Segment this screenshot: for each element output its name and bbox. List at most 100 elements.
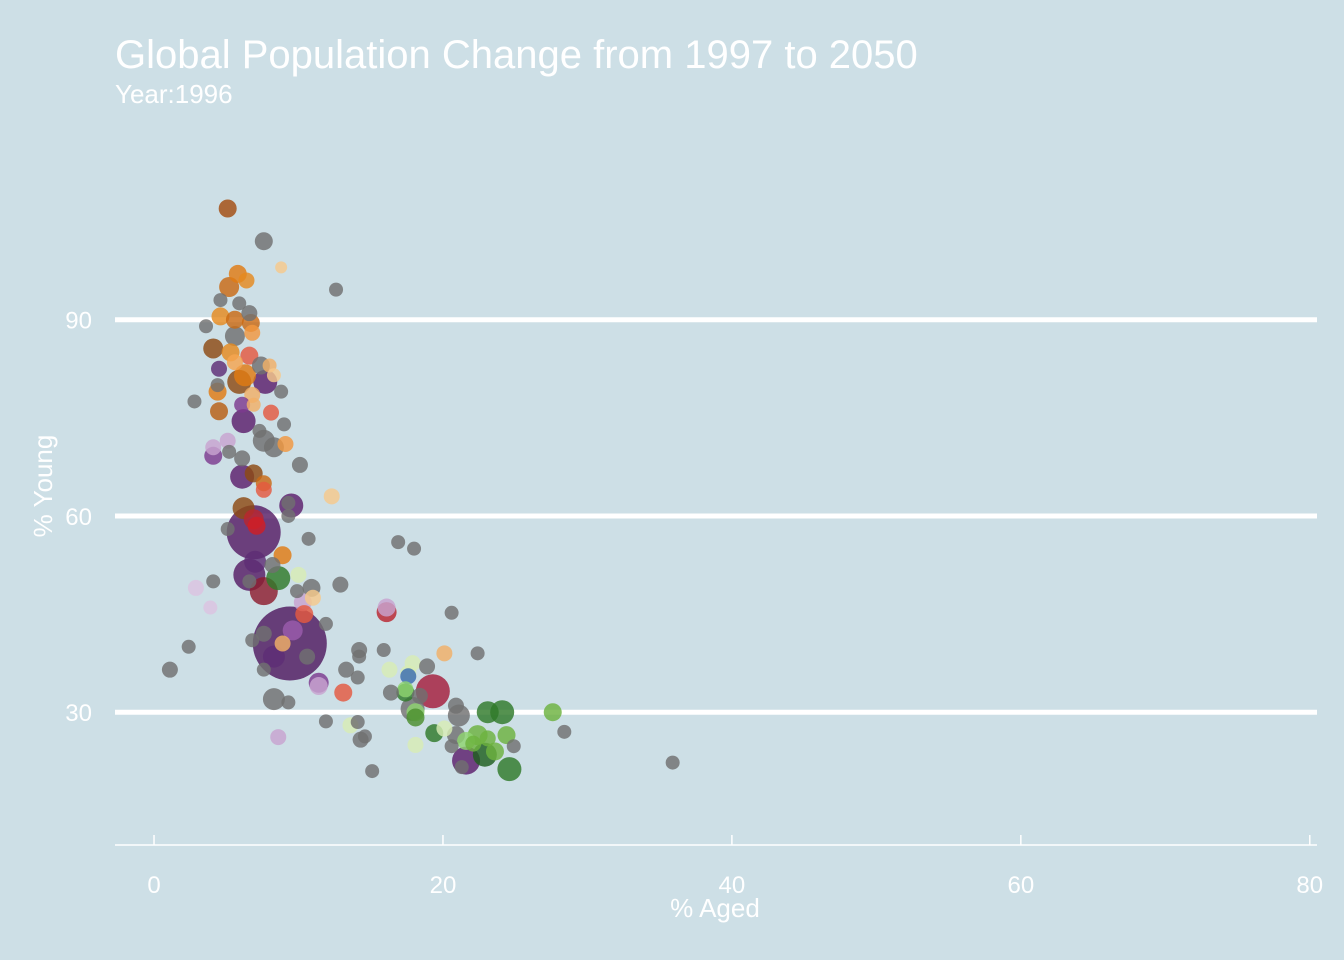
data-point-46	[234, 450, 251, 467]
data-point-95	[262, 645, 285, 668]
data-point-139	[465, 735, 482, 752]
data-point-94	[470, 646, 485, 661]
data-point-106	[350, 670, 365, 685]
data-point-9	[241, 305, 258, 322]
data-point-83	[295, 605, 314, 624]
data-point-14	[244, 324, 261, 341]
data-point-11	[225, 310, 244, 329]
data-point-66	[264, 557, 281, 574]
data-point-128	[436, 720, 453, 737]
x-tick-label-60: 60	[1007, 872, 1034, 899]
data-point-99	[419, 658, 436, 675]
data-point-109	[397, 681, 414, 698]
data-point-29	[274, 384, 289, 399]
data-point-141	[444, 739, 459, 754]
axis-layer: 30 60 90 0 20 40 60 80	[65, 308, 1323, 899]
data-point-136	[479, 730, 496, 747]
data-point-146	[665, 755, 680, 770]
data-point-70	[206, 574, 221, 589]
data-point-44	[222, 444, 237, 459]
data-point-126	[350, 715, 365, 730]
data-point-4	[238, 272, 255, 289]
data-point-143	[485, 742, 504, 761]
data-point-122	[543, 703, 562, 722]
x-tick-label-80: 80	[1296, 872, 1323, 899]
data-point-117	[447, 697, 464, 714]
data-point-72	[332, 576, 349, 593]
data-point-142	[506, 739, 521, 754]
data-point-79	[203, 600, 218, 615]
data-point-56	[281, 508, 296, 523]
data-point-76	[290, 584, 305, 599]
data-point-92	[376, 643, 391, 658]
data-point-102	[338, 661, 355, 678]
data-point-147	[454, 760, 469, 775]
data-point-1	[254, 232, 273, 251]
data-point-7	[213, 293, 228, 308]
data-point-35	[263, 404, 280, 421]
data-point-93	[436, 645, 453, 662]
data-point-114	[411, 687, 428, 704]
data-point-68	[290, 566, 307, 583]
data-point-63	[407, 541, 422, 556]
y-axis-label: % Young	[28, 435, 58, 538]
data-point-15	[224, 326, 245, 347]
data-point-2	[275, 261, 288, 274]
data-point-47	[291, 456, 308, 473]
data-point-77	[304, 589, 321, 606]
data-point-115	[262, 688, 285, 711]
data-point-37	[277, 417, 292, 432]
data-point-133	[497, 726, 516, 745]
data-point-116	[281, 695, 296, 710]
data-point-34	[210, 402, 229, 421]
y-tick-label-90: 90	[65, 308, 92, 335]
data-point-84	[318, 616, 333, 631]
data-point-87	[245, 633, 260, 648]
data-point-71	[242, 574, 257, 589]
data-point-8	[232, 296, 247, 311]
x-axis-label: % Aged	[670, 893, 760, 923]
data-point-0	[218, 199, 237, 218]
x-tick-label-40: 40	[719, 872, 746, 899]
data-point-82	[444, 605, 459, 620]
chart-subtitle: Year:1996	[115, 79, 233, 109]
data-point-33	[246, 397, 261, 412]
data-point-135	[270, 729, 287, 746]
data-point-120	[476, 701, 499, 724]
data-point-24	[266, 368, 281, 383]
data-point-103	[381, 661, 398, 678]
data-point-23	[234, 364, 257, 387]
chart-title: Global Population Change from 1997 to 20…	[115, 33, 918, 77]
data-point-43	[205, 439, 222, 456]
data-point-38	[252, 423, 267, 438]
data-point-58	[220, 522, 235, 537]
data-point-19	[226, 354, 243, 371]
data-point-149	[365, 764, 380, 779]
data-point-148	[497, 757, 522, 782]
data-point-134	[357, 729, 372, 744]
data-point-108	[309, 677, 328, 696]
data-point-86	[255, 625, 272, 642]
y-tick-label-30: 30	[65, 700, 92, 727]
data-point-39	[219, 432, 236, 449]
data-point-52	[323, 488, 340, 505]
data-point-41	[277, 435, 294, 452]
data-point-51	[255, 481, 272, 498]
data-point-73	[187, 579, 204, 596]
data-point-65	[244, 550, 267, 573]
data-point-13	[199, 319, 214, 334]
data-point-32	[234, 396, 251, 413]
data-point-97	[299, 648, 316, 665]
data-point-125	[318, 714, 333, 729]
data-point-96	[352, 649, 367, 664]
data-point-16	[203, 338, 224, 359]
data-point-90	[181, 639, 196, 654]
data-point-113	[334, 683, 353, 702]
y-tick-label-60: 60	[65, 504, 92, 531]
data-point-129	[557, 724, 572, 739]
data-point-31	[187, 394, 202, 409]
x-tick-label-20: 20	[430, 872, 457, 899]
data-point-85	[282, 620, 303, 641]
data-point-61	[301, 531, 316, 546]
data-point-27	[210, 378, 225, 393]
